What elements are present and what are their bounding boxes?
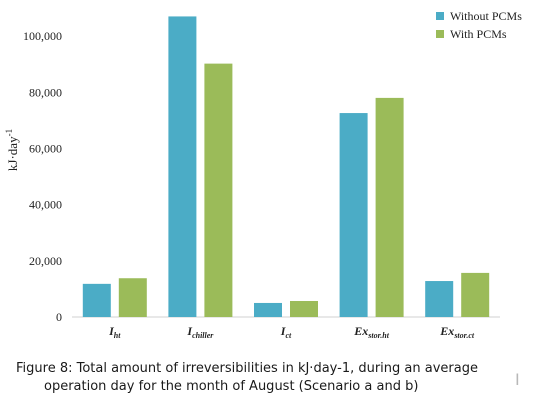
x-tick-label: Exstor.ht (353, 324, 389, 340)
bar-without-pcms (425, 281, 454, 317)
bar-without-pcms (339, 113, 368, 317)
bars (82, 16, 490, 318)
bar-with-pcms (118, 278, 147, 317)
bar-with-pcms (375, 97, 404, 318)
y-tick-label: 40,000 (29, 198, 62, 212)
y-axis: 0 20,000 40,000 60,000 80,000 100,000 (23, 29, 62, 324)
bar-with-pcms (204, 63, 233, 318)
bar-with-pcms (290, 300, 318, 317)
y-axis-label: kJ·day-1 (4, 129, 20, 171)
legend-swatch (436, 12, 444, 20)
x-tick-label: Ichiller (186, 324, 214, 340)
y-tick-label: 20,000 (29, 254, 62, 268)
text-cursor-icon: I (515, 370, 520, 389)
y-tick-label: 100,000 (23, 29, 62, 43)
bar-without-pcms (254, 302, 282, 317)
bar-chart: 0 20,000 40,000 60,000 80,000 100,000 Iht Ichi… (4, 9, 522, 340)
x-axis-labels: Iht Ichiller Ict Exstor.ht Exstor.ct (108, 324, 475, 340)
legend-swatch (436, 30, 444, 38)
caption-line-2: operation day for the month of August (S… (44, 379, 419, 394)
caption-line-1: Figure 8: Total amount of irreversibilit… (16, 361, 478, 376)
y-tick-label: 0 (56, 310, 62, 324)
x-tick-label: Exstor.ct (439, 324, 475, 340)
figure-caption: Figure 8: Total amount of irreversibilit… (16, 360, 526, 396)
y-tick-label: 60,000 (29, 141, 62, 155)
bar-with-pcms (461, 272, 490, 317)
legend: Without PCMs With PCMs (436, 9, 522, 41)
legend-label: With PCMs (450, 27, 507, 41)
bar-without-pcms (168, 16, 197, 317)
x-tick-label: Ict (280, 324, 292, 340)
legend-label: Without PCMs (450, 9, 522, 23)
x-tick-label: Iht (108, 324, 121, 340)
bar-without-pcms (82, 283, 111, 317)
y-tick-label: 80,000 (29, 85, 62, 99)
